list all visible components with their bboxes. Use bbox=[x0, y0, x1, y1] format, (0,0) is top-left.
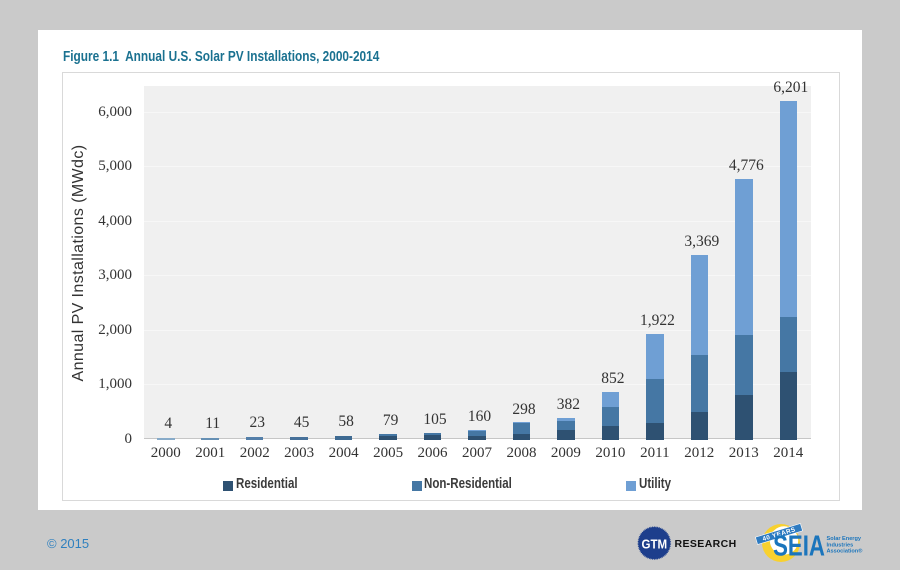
svg-text:Association®: Association® bbox=[827, 548, 864, 555]
svg-text:Industries: Industries bbox=[827, 542, 854, 548]
svg-text:SEIA: SEIA bbox=[773, 531, 825, 562]
svg-text:GTM: GTM bbox=[641, 537, 667, 552]
svg-text:Solar Energy: Solar Energy bbox=[827, 536, 862, 542]
svg-text:RESEARCH: RESEARCH bbox=[675, 538, 737, 550]
